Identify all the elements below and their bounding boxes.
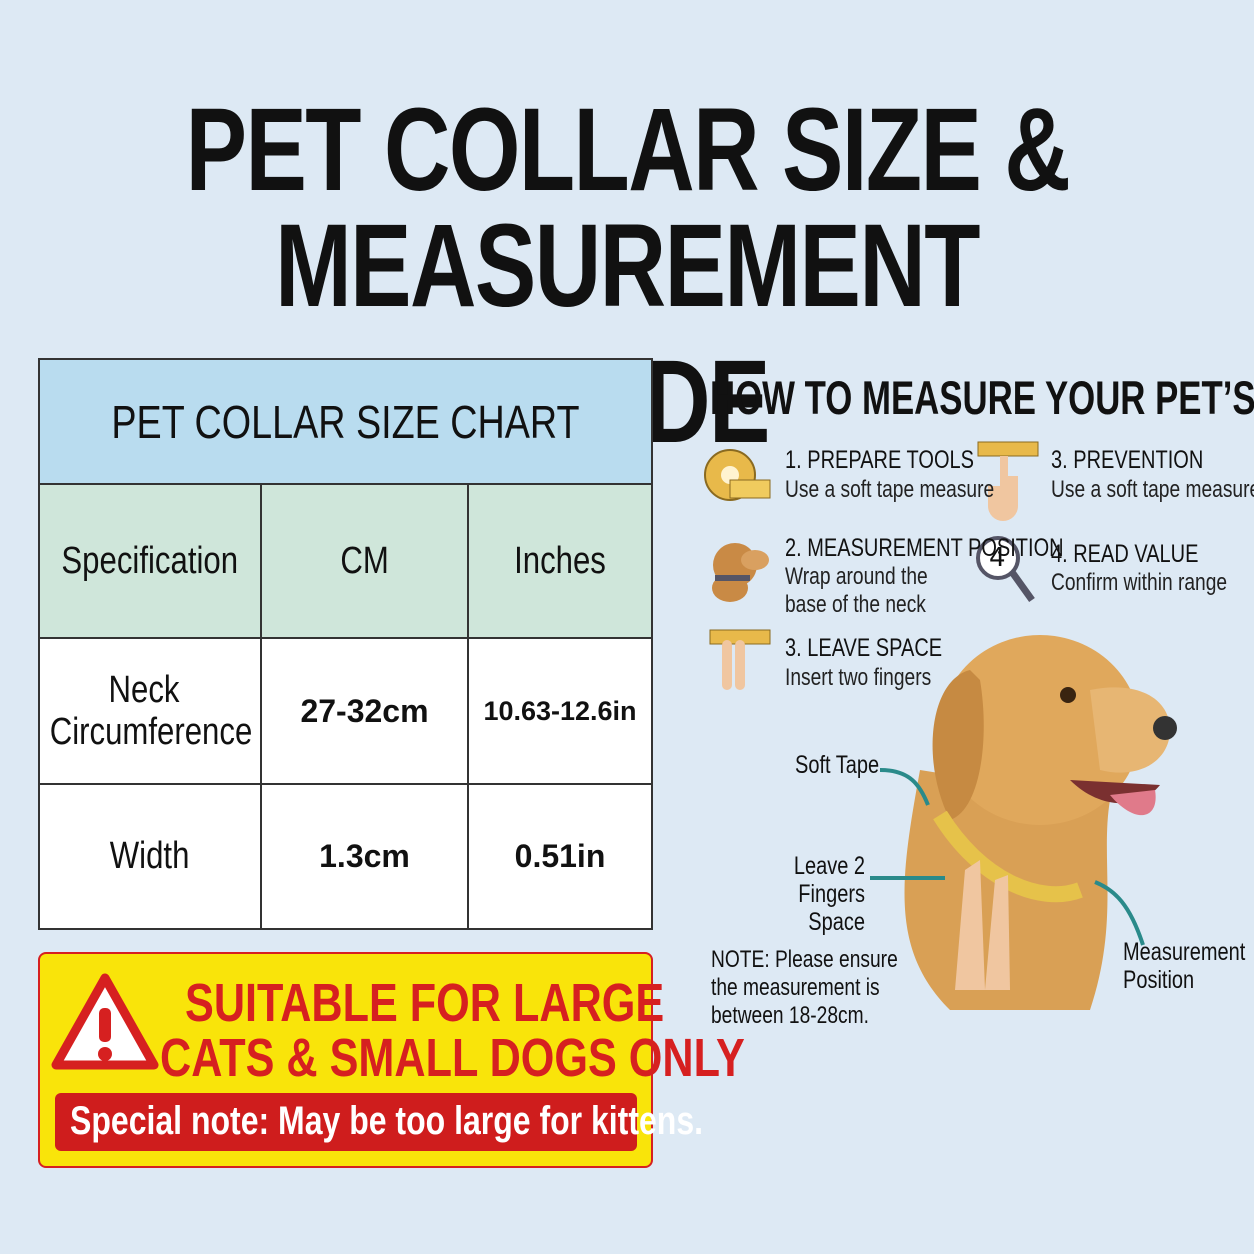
- step-title: 2. MEASUREMENT POSITION: [785, 534, 1064, 562]
- step-text: Use a soft tape measure: [785, 476, 995, 503]
- cell: 27-32cm: [260, 637, 469, 785]
- table-title: PET COLLAR SIZE CHART: [111, 395, 580, 448]
- guide-note: NOTE: Please ensure the measurement is b…: [711, 946, 898, 1029]
- warning-icon: [51, 973, 159, 1070]
- dog-illustration: [870, 635, 1177, 1010]
- cell: Width: [110, 835, 190, 877]
- cell: 1.3cm: [260, 783, 469, 930]
- step-title: 4. READ VALUE: [1051, 540, 1199, 568]
- step-title: 3. LEAVE SPACE: [785, 634, 943, 662]
- cell: 10.63-12.6in: [467, 637, 653, 785]
- note-bar: [55, 1093, 637, 1151]
- magnifier-digit: 4: [989, 543, 1006, 573]
- step-title: 1. PREPARE TOOLS: [785, 446, 974, 474]
- cell: Neck Circumference: [49, 669, 253, 753]
- warning-text: SUITABLE FOR LARGE: [185, 973, 665, 1033]
- callout: Leave 2 Fingers Space: [793, 852, 865, 936]
- callout: Soft Tape: [795, 751, 880, 779]
- warning-text: CATS & SMALL DOGS ONLY: [160, 1028, 745, 1088]
- title-line: PET COLLAR SIZE &: [185, 84, 1070, 216]
- cell: 0.51in: [467, 783, 653, 930]
- step-text: Confirm within range: [1051, 569, 1228, 596]
- header-cell: Inches: [514, 539, 606, 582]
- guide-title: HOW TO MEASURE YOUR PET’S NECK: [710, 371, 1254, 424]
- size-table: PET COLLAR SIZE CHART Specification CM I…: [38, 358, 653, 930]
- step-text: Wrap around the base of the neck: [785, 563, 928, 618]
- step-text: Use a soft tape measure: [1051, 476, 1254, 503]
- warning-note: Special note: May be too large for kitte…: [70, 1099, 704, 1143]
- callout: Measurement Position: [1123, 938, 1246, 994]
- step-title: 3. PREVENTION: [1051, 446, 1204, 474]
- step-text: Insert two fingers: [785, 664, 932, 691]
- header-cell: CM: [340, 539, 389, 582]
- header-cell: Specification: [61, 539, 239, 582]
- step-icons: [704, 441, 1039, 690]
